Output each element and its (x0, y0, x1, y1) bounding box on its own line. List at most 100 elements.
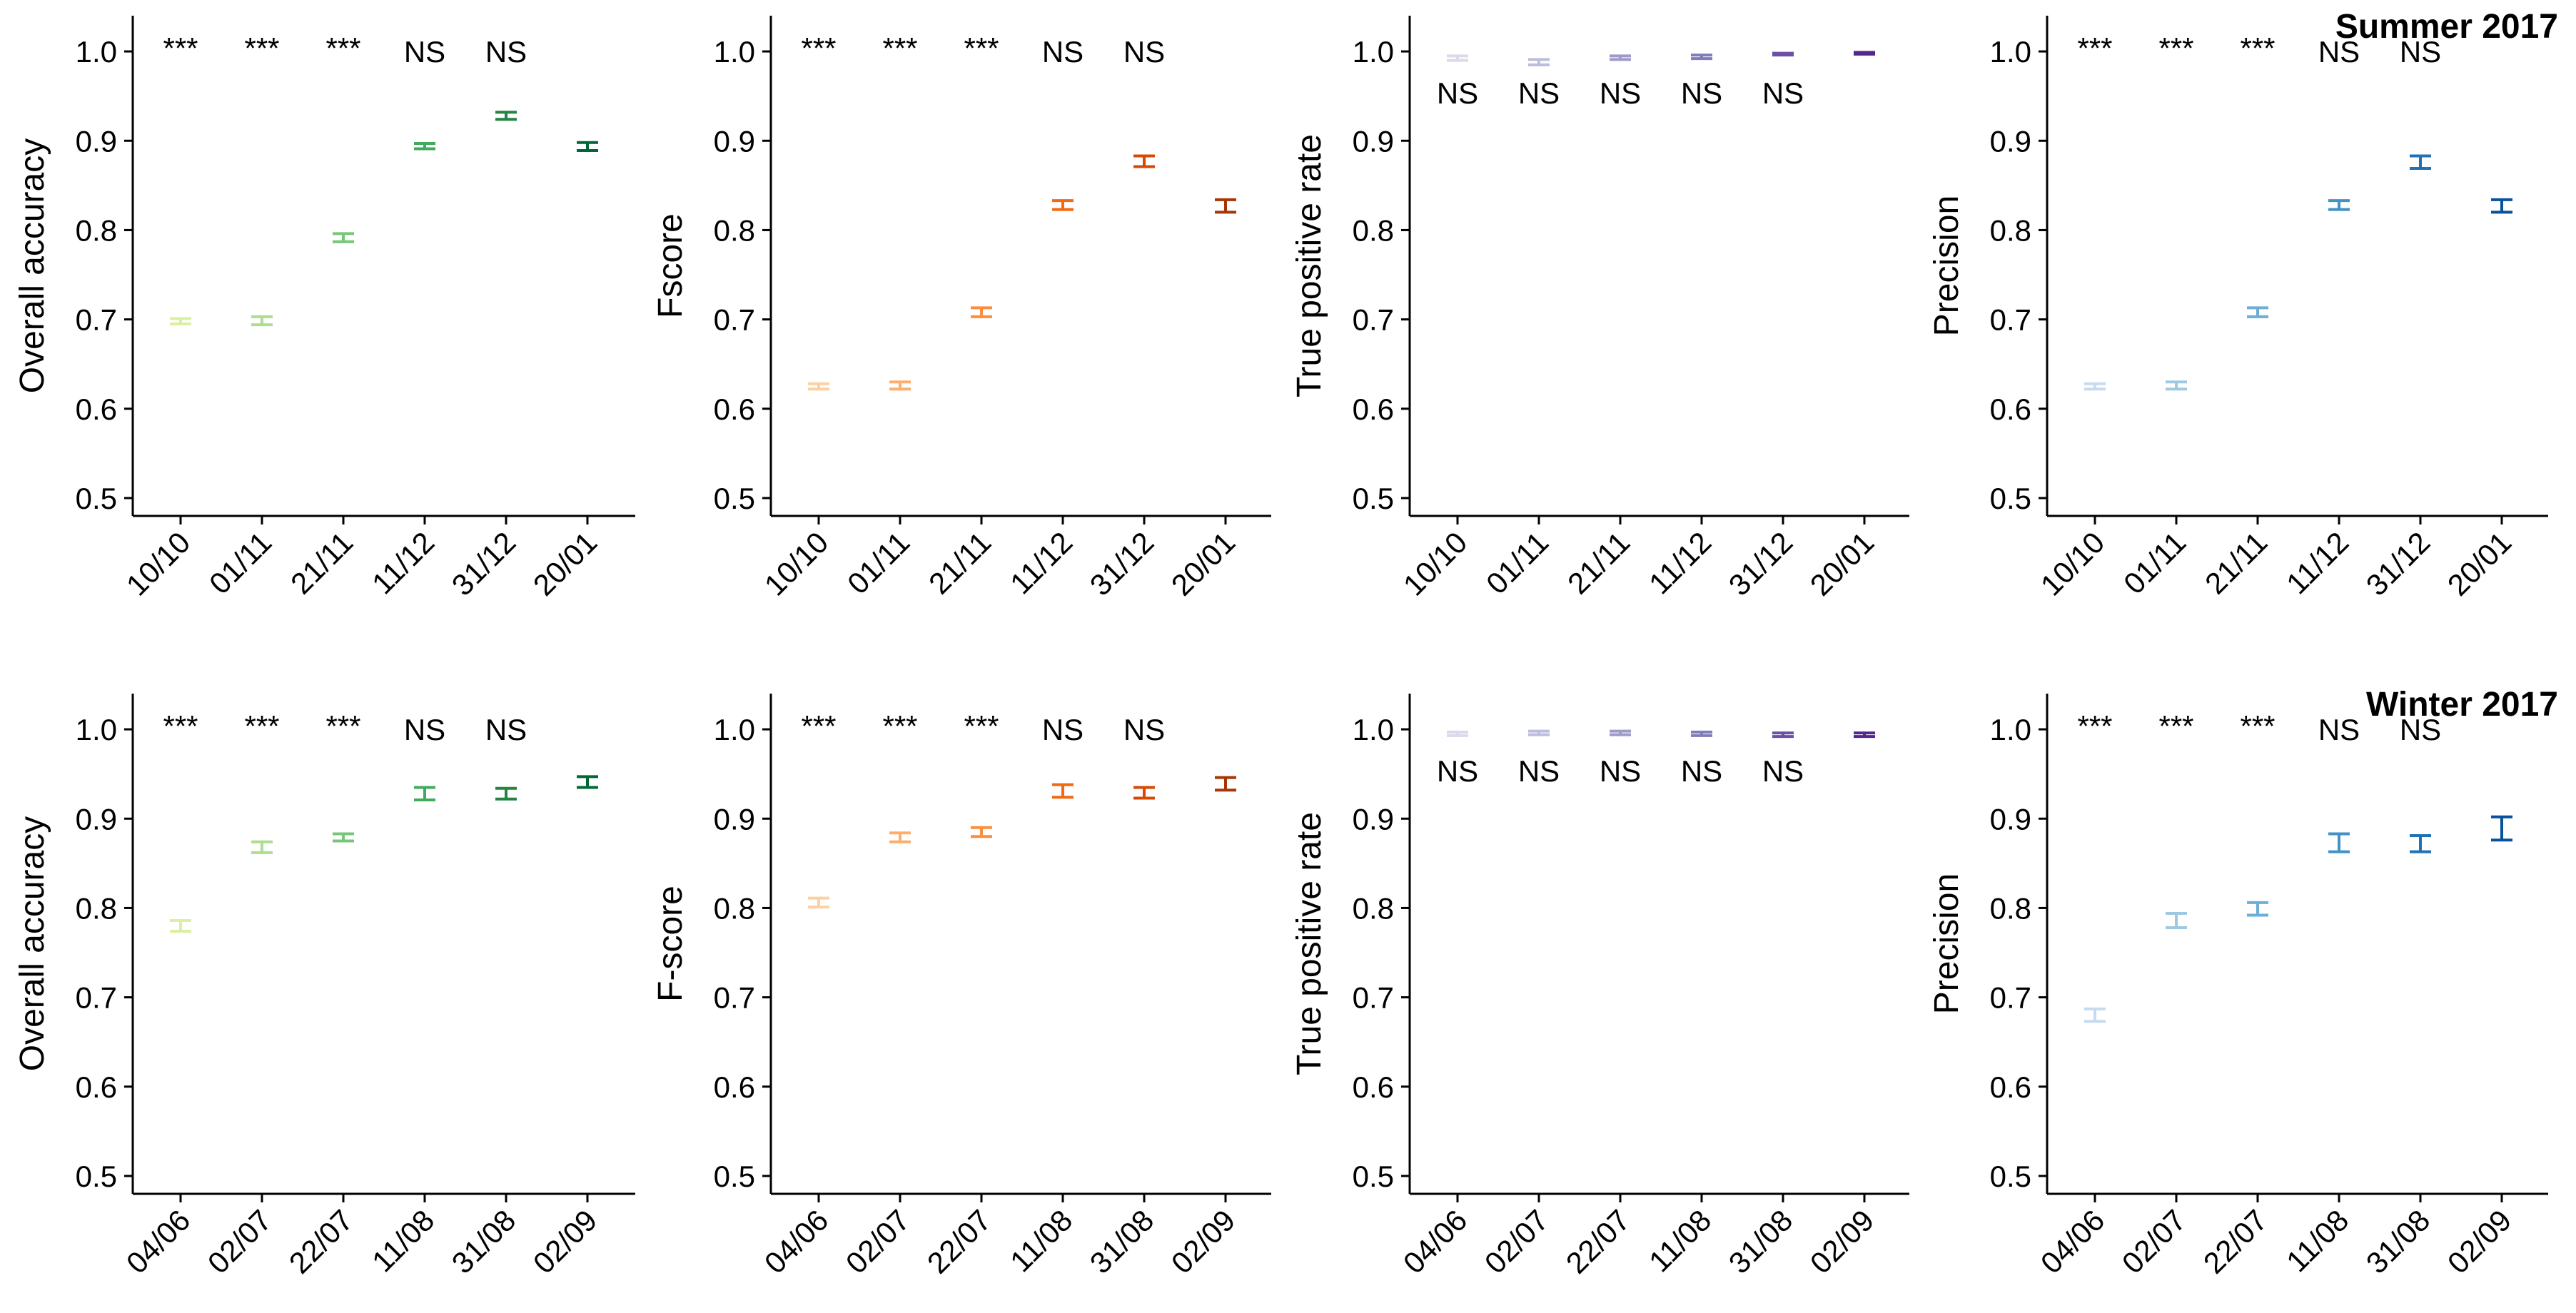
y-tick-label: 0.6 (1353, 392, 1394, 426)
significance-ns: NS (404, 35, 445, 69)
significance-ns: NS (2318, 713, 2360, 746)
y-tick-label: 0.5 (1990, 1160, 2031, 1193)
error-bar (333, 832, 354, 843)
significance-ns: NS (1600, 754, 1641, 788)
error-bar (2328, 832, 2350, 853)
significance-stars: *** (325, 31, 360, 65)
y-tick-label: 1.0 (714, 713, 755, 746)
error-bar (414, 786, 435, 801)
y-tick-label: 0.7 (76, 303, 117, 337)
error-bar (2410, 834, 2431, 853)
error-bar (971, 306, 992, 318)
y-axis-title: Precision (1928, 873, 1966, 1014)
error-bar (1215, 776, 1236, 792)
y-tick-label: 0.6 (76, 1070, 117, 1104)
y-tick-label: 0.5 (76, 482, 117, 515)
error-bar (577, 775, 598, 789)
y-tick-label: 0.6 (1990, 1070, 2031, 1104)
y-axis-title: Precision (1928, 196, 1966, 336)
significance-ns: NS (1762, 76, 1804, 110)
y-tick-label: 1.0 (76, 713, 117, 746)
error-bar (1052, 783, 1074, 799)
significance-stars: *** (882, 31, 917, 65)
significance-ns: NS (2400, 35, 2441, 69)
y-tick-label: 0.8 (1353, 891, 1394, 925)
y-tick-label: 0.9 (1353, 124, 1394, 158)
significance-ns: NS (1600, 76, 1641, 110)
y-tick-label: 0.6 (1990, 392, 2031, 426)
error-bar (889, 380, 911, 391)
y-tick-label: 0.9 (714, 802, 755, 836)
significance-ns: NS (1681, 754, 1722, 788)
y-tick-label: 0.5 (1353, 1160, 1394, 1193)
error-bar (1691, 730, 1712, 737)
y-tick-label: 0.5 (76, 1160, 117, 1193)
error-bar (971, 826, 992, 838)
y-tick-label: 0.5 (714, 482, 755, 515)
error-bar (414, 142, 435, 151)
y-tick-label: 0.5 (1990, 482, 2031, 515)
significance-stars: *** (801, 31, 836, 65)
error-bar (1610, 729, 1631, 736)
significance-ns: NS (485, 35, 527, 69)
season-title: Winter 2017 (2366, 686, 2558, 724)
y-tick-label: 0.8 (714, 213, 755, 247)
significance-stars: *** (163, 709, 198, 743)
y-tick-label: 0.7 (714, 981, 755, 1015)
significance-stars: *** (244, 709, 279, 743)
y-tick-label: 0.5 (1353, 482, 1394, 515)
error-bar (2166, 911, 2187, 929)
error-bar (1854, 51, 1875, 56)
significance-stars: *** (2077, 709, 2112, 743)
y-axis-title: Fscore (652, 213, 690, 318)
significance-ns: NS (1042, 35, 1084, 69)
significance-ns: NS (404, 713, 445, 746)
significance-stars: *** (2158, 31, 2193, 65)
y-tick-label: 0.9 (714, 124, 755, 158)
y-tick-label: 0.7 (1990, 303, 2031, 337)
y-tick-label: 0.7 (714, 303, 755, 337)
significance-ns: NS (1123, 713, 1165, 746)
error-bar (1215, 198, 1236, 214)
y-axis-title: Overall accuracy (14, 138, 51, 393)
significance-ns: NS (485, 713, 527, 746)
error-bar (170, 317, 191, 325)
error-bar (2166, 380, 2187, 391)
significance-ns: NS (2400, 713, 2441, 746)
y-tick-label: 0.7 (1990, 981, 2031, 1015)
y-tick-label: 0.8 (76, 213, 117, 247)
error-bar (2247, 901, 2268, 917)
significance-ns: NS (1042, 713, 1084, 746)
y-tick-label: 0.8 (1990, 213, 2031, 247)
y-tick-label: 0.6 (1353, 1070, 1394, 1104)
y-tick-label: 0.7 (76, 981, 117, 1015)
season-title: Summer 2017 (2335, 8, 2558, 46)
error-bar (1528, 58, 1550, 66)
y-tick-label: 0.7 (1353, 981, 1394, 1015)
error-bar (1772, 731, 1794, 739)
error-bar (251, 315, 273, 327)
error-bar (1447, 730, 1468, 737)
significance-ns: NS (1518, 76, 1560, 110)
error-bar (2084, 382, 2106, 391)
y-tick-label: 1.0 (76, 35, 117, 69)
significance-stars: *** (2240, 31, 2275, 65)
error-bar (333, 232, 354, 243)
significance-stars: *** (325, 709, 360, 743)
y-axis-title: True positive rate (1290, 134, 1328, 397)
error-bar (1133, 786, 1155, 800)
significance-ns: NS (1437, 76, 1478, 110)
error-bar (2084, 1007, 2106, 1023)
error-bar (2491, 198, 2512, 214)
significance-stars: *** (244, 31, 279, 65)
error-bar (170, 918, 191, 933)
y-tick-label: 0.9 (1990, 124, 2031, 158)
y-tick-label: 0.8 (76, 891, 117, 925)
significance-stars: *** (2240, 709, 2275, 743)
error-bar (1854, 731, 1875, 739)
error-bar (1610, 54, 1631, 61)
error-bar (495, 786, 517, 801)
y-tick-label: 0.7 (1353, 303, 1394, 337)
